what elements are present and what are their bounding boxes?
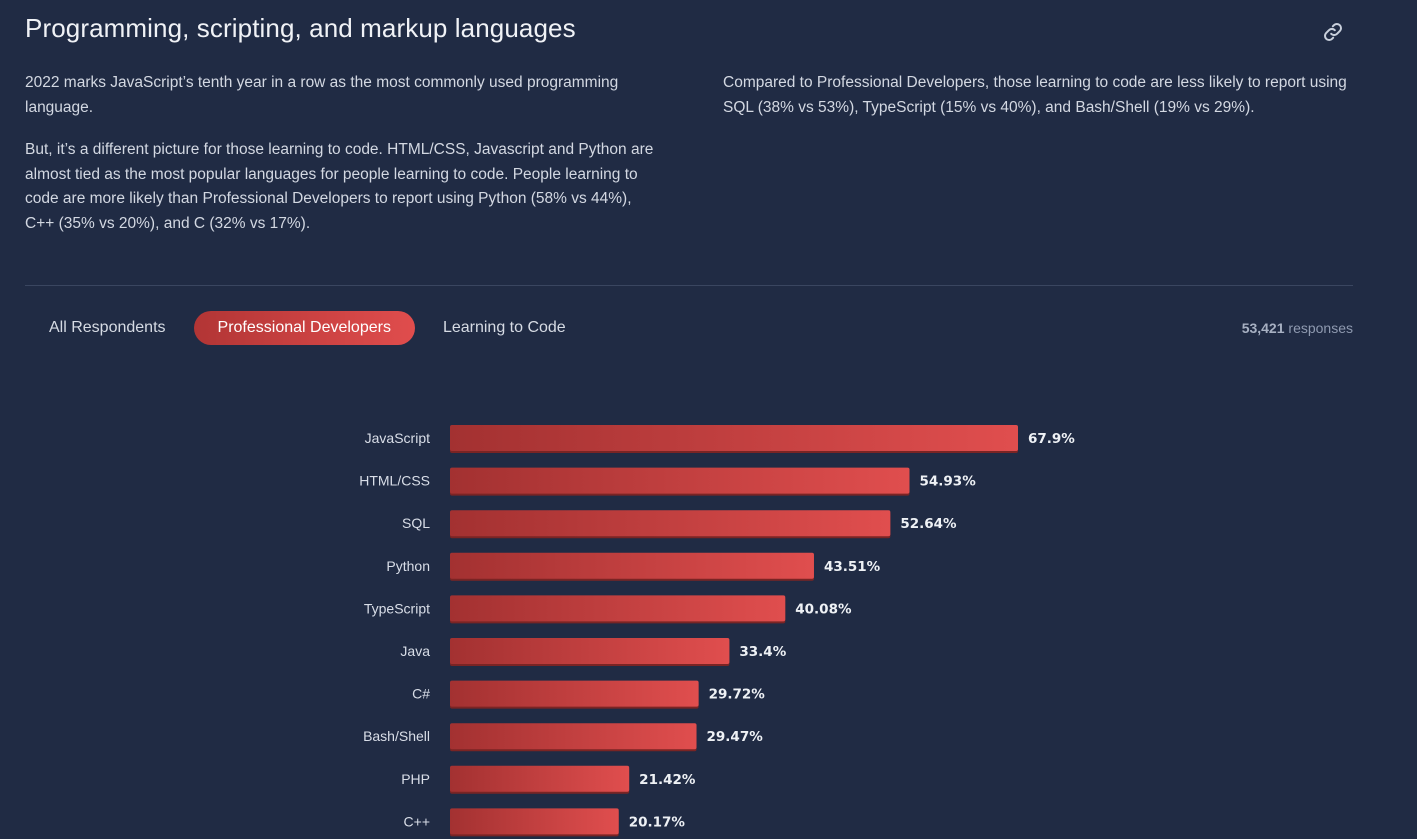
bar-c- bbox=[450, 680, 699, 707]
bar-javascript bbox=[450, 425, 1018, 451]
category-label: Java bbox=[400, 643, 430, 659]
respondent-tabs: All Respondents Professional Developers … bbox=[25, 311, 594, 345]
bar-shadow bbox=[450, 725, 697, 752]
bar-shadow bbox=[450, 427, 1018, 453]
value-label: 21.42% bbox=[639, 772, 696, 788]
divider bbox=[25, 285, 1353, 286]
bar-shadow bbox=[450, 512, 891, 539]
section-title: Programming, scripting, and markup langu… bbox=[25, 13, 576, 43]
intro-paragraph: 2022 marks JavaScript’s tenth year in a … bbox=[25, 74, 619, 116]
value-label: 52.64% bbox=[900, 516, 957, 532]
responses-label: responses bbox=[1288, 320, 1353, 336]
value-label: 54.93% bbox=[920, 474, 977, 490]
bar-shadow bbox=[450, 554, 814, 581]
category-label: Python bbox=[386, 558, 430, 574]
tab-all-respondents[interactable]: All Respondents bbox=[49, 319, 166, 336]
value-label: 40.08% bbox=[795, 601, 852, 617]
tab-learning-to-code[interactable]: Learning to Code bbox=[442, 319, 566, 336]
bar-typescript bbox=[450, 595, 786, 622]
bar-java bbox=[450, 638, 730, 664]
bar-shadow bbox=[450, 767, 630, 794]
category-label: SQL bbox=[402, 515, 430, 531]
value-label: 29.47% bbox=[707, 729, 764, 745]
bar-shadow bbox=[450, 597, 786, 624]
responses-number: 53,421 bbox=[1241, 320, 1285, 336]
bar-python bbox=[450, 552, 814, 579]
bar-sql bbox=[450, 510, 891, 537]
bar-shadow bbox=[450, 469, 910, 496]
intro-right-column: Compared to Professional Developers, tho… bbox=[723, 71, 1353, 120]
value-label: 20.17% bbox=[629, 814, 686, 830]
intro-left-column: 2022 marks JavaScript’s tenth year in a … bbox=[25, 71, 655, 254]
category-label: JavaScript bbox=[365, 430, 430, 446]
bar-c- bbox=[450, 808, 619, 835]
category-label: PHP bbox=[401, 771, 430, 787]
value-label: 67.9% bbox=[1028, 431, 1075, 447]
category-label: C++ bbox=[404, 813, 430, 829]
value-label: 33.4% bbox=[739, 644, 786, 660]
bar-php bbox=[450, 765, 630, 792]
category-label: C# bbox=[412, 686, 430, 702]
value-label: 29.72% bbox=[709, 687, 766, 703]
bar-bash-shell bbox=[450, 723, 697, 750]
category-label: TypeScript bbox=[364, 600, 430, 616]
intro-paragraph: But, it’s a different picture for those … bbox=[25, 141, 654, 232]
tab-professional-developers[interactable]: Professional Developers bbox=[193, 311, 415, 345]
responses-count: 53,421 responses bbox=[1242, 320, 1353, 336]
value-label: 43.51% bbox=[824, 559, 881, 575]
link-icon[interactable] bbox=[1322, 21, 1344, 43]
category-label: HTML/CSS bbox=[359, 473, 430, 489]
bar-shadow bbox=[450, 682, 699, 709]
bar-shadow bbox=[450, 640, 730, 666]
bar-shadow bbox=[450, 810, 619, 837]
category-label: Bash/Shell bbox=[363, 728, 430, 744]
bar-html-css bbox=[450, 467, 910, 494]
intro-paragraph: Compared to Professional Developers, tho… bbox=[723, 74, 1347, 116]
